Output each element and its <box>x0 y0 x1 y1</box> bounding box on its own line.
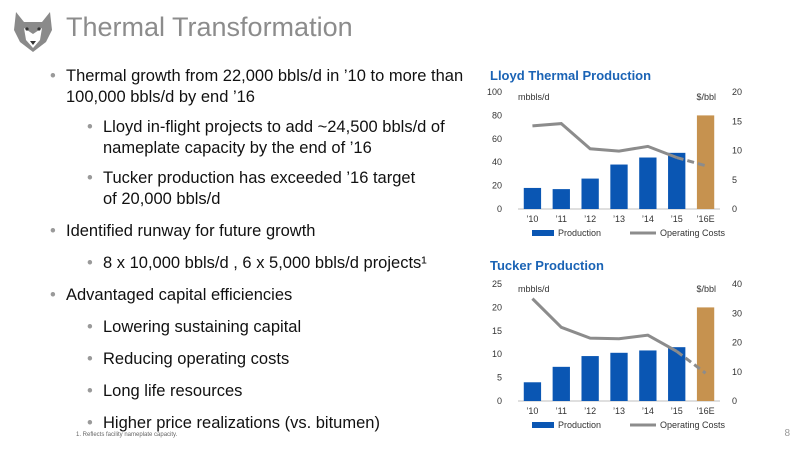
y2-tick-label: 0 <box>732 204 737 214</box>
chart-title-tucker: Tucker Production <box>490 258 604 273</box>
y2-tick-label: 20 <box>732 87 742 97</box>
y-tick-label: 20 <box>492 181 502 191</box>
bar-0 <box>523 382 542 401</box>
bar-3 <box>610 164 628 209</box>
y-tick-label: 20 <box>492 302 502 312</box>
logo-nose <box>30 41 36 45</box>
x-tick-label: ’16E <box>697 214 715 224</box>
y2-tick-label: 10 <box>732 146 742 156</box>
y2-tick-label: 20 <box>732 338 742 348</box>
y-tick-label: 0 <box>497 396 502 406</box>
y-tick-label: 40 <box>492 157 502 167</box>
logo-head-shape <box>14 12 52 52</box>
y-tick-label: 60 <box>492 134 502 144</box>
x-tick-label: ’11 <box>556 214 567 224</box>
logo-eye-right <box>37 27 41 31</box>
page-number: 8 <box>784 428 790 439</box>
legend-label-production: Production <box>558 228 601 238</box>
legend-label-operating-costs: Operating Costs <box>660 420 726 430</box>
bar-0 <box>523 187 542 209</box>
bar-2 <box>581 356 599 401</box>
bullet-list: Thermal growth from 22,000 bbls/d in ’10… <box>30 66 470 434</box>
bar-2 <box>581 178 599 209</box>
y-tick-label: 5 <box>497 373 502 383</box>
tucker-production-chart: 0 5 10 15 20 25 0 10 20 30 40 mbbls/d $/bbl ’10 ’11 ’12… <box>492 279 742 430</box>
bullet-item: Thermal growth from 22,000 bbls/d in ’10… <box>50 66 466 108</box>
y2-tick-label: 10 <box>732 367 742 377</box>
bullet-item: Advantaged capital efficiencies <box>50 285 470 306</box>
x-tick-label: ’15 <box>671 406 683 416</box>
legend-label-operating-costs: Operating Costs <box>660 228 726 238</box>
x-tick-label: ’15 <box>671 214 683 224</box>
x-tick-label: ’10 <box>526 214 538 224</box>
chart-title-lloyd: Lloyd Thermal Production <box>490 68 652 83</box>
bar-4 <box>639 350 657 401</box>
x-tick-label: ’11 <box>556 406 567 416</box>
x-tick-label: ’10 <box>526 406 538 416</box>
operating-costs-line-estimate <box>675 350 707 375</box>
logo-face-shape <box>24 28 42 48</box>
y-tick-label: 100 <box>487 87 502 97</box>
y2-axis-label: $/bbl <box>696 92 716 102</box>
x-tick-label: ’13 <box>613 214 625 224</box>
bar-6 <box>696 115 715 209</box>
slide-title: Thermal Transformation <box>66 12 353 42</box>
bullet-item: Higher price realizations (vs. bitumen) <box>87 413 470 434</box>
legend-swatch-production <box>532 422 554 428</box>
y2-axis-label: $/bbl <box>696 284 716 294</box>
bullet-item: Lloyd in-flight projects to add ~24,500 … <box>87 117 473 159</box>
bullet-item: Reducing operating costs <box>87 349 470 370</box>
y2-tick-label: 5 <box>732 175 737 185</box>
y-tick-label: 15 <box>492 326 502 336</box>
bullet-item: Lowering sustaining capital <box>87 317 470 338</box>
x-tick-label: ’13 <box>613 406 625 416</box>
footnote: 1. Reflects facility nameplate capacity. <box>76 432 178 438</box>
bar-3 <box>610 352 628 401</box>
bullet-item: Tucker production has exceeded ’16 targe… <box>87 168 433 210</box>
bullet-item: Identified runway for future growth <box>50 221 470 242</box>
bullet-item: 8 x 10,000 bbls/d , 6 x 5,000 bbls/d pro… <box>87 253 470 274</box>
legend-swatch-production <box>532 230 554 236</box>
y-axis-label: mbbls/d <box>518 92 550 102</box>
x-tick-label: ’14 <box>642 406 654 416</box>
y-axis-label: mbbls/d <box>518 284 550 294</box>
bar-4 <box>639 157 657 209</box>
legend-label-production: Production <box>558 420 601 430</box>
lloyd-production-chart: 0 20 40 60 80 100 0 5 10 15 20 mbbls/d $/bbl ’10 ’11 ’1… <box>487 87 742 238</box>
operating-costs-line <box>532 122 678 159</box>
y2-tick-label: 0 <box>732 396 737 406</box>
bar-6 <box>696 307 715 401</box>
y2-tick-label: 15 <box>732 116 742 126</box>
x-tick-label: ’12 <box>584 214 596 224</box>
x-tick-label: ’12 <box>584 406 596 416</box>
bar-5 <box>668 347 686 401</box>
bar-1 <box>552 189 570 209</box>
y-tick-label: 80 <box>492 110 502 120</box>
y2-tick-label: 40 <box>732 279 742 289</box>
bar-1 <box>552 366 570 401</box>
operating-costs-line <box>531 297 678 353</box>
y-tick-label: 10 <box>492 349 502 359</box>
y2-tick-label: 30 <box>732 308 742 318</box>
x-tick-label: ’14 <box>642 214 654 224</box>
y-tick-label: 25 <box>492 279 502 289</box>
bullet-item: Long life resources <box>87 381 470 402</box>
x-tick-label: ’16E <box>697 406 715 416</box>
y-tick-label: 0 <box>497 204 502 214</box>
logo-eye-left <box>25 27 29 31</box>
bar-5 <box>668 152 686 209</box>
operating-costs-line-estimate <box>676 156 706 168</box>
company-logo <box>14 12 52 52</box>
